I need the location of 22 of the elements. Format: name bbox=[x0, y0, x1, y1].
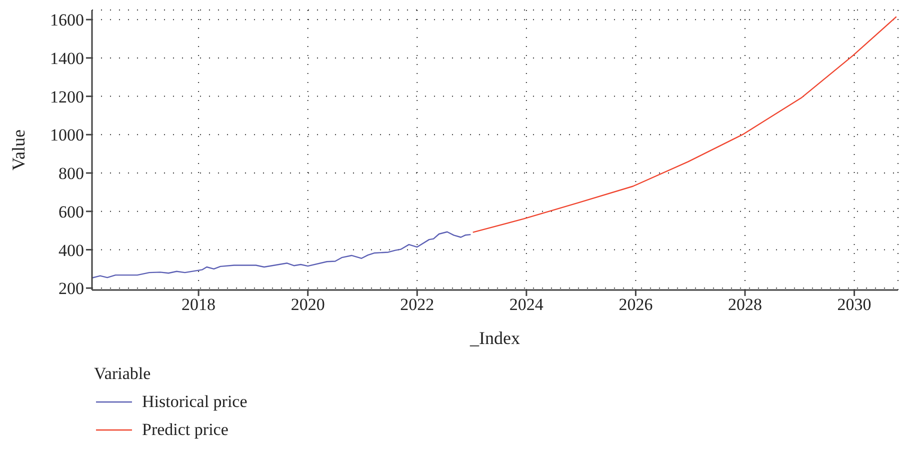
y-tick-label: 1000 bbox=[50, 126, 84, 145]
x-tick-label: 2022 bbox=[400, 295, 434, 314]
x-tick-label: 2024 bbox=[509, 295, 544, 314]
x-tick-label: 2030 bbox=[837, 295, 872, 314]
line-series bbox=[92, 231, 472, 279]
y-tick-label: 600 bbox=[58, 202, 84, 222]
x-tick-label: 2018 bbox=[182, 295, 216, 314]
legend-label: Historical price bbox=[142, 392, 248, 412]
x-tick-label: 2026 bbox=[618, 295, 653, 314]
y-tick-label: 400 bbox=[58, 240, 84, 260]
legend-title: Variable bbox=[94, 364, 152, 384]
y-axis-title: Value bbox=[8, 130, 28, 170]
y-tick-label: 800 bbox=[58, 164, 84, 184]
y-tick-label: 1200 bbox=[50, 87, 84, 106]
legend-label: Predict price bbox=[142, 420, 228, 440]
y-tick-label: 1600 bbox=[50, 10, 84, 30]
y-tick-label: 1400 bbox=[50, 48, 84, 68]
x-tick-label: 2028 bbox=[728, 295, 762, 314]
line-series bbox=[472, 16, 897, 233]
x-axis-title: _Index bbox=[469, 328, 520, 348]
y-tick-label: 200 bbox=[58, 279, 84, 298]
x-tick-label: 2020 bbox=[290, 295, 325, 314]
